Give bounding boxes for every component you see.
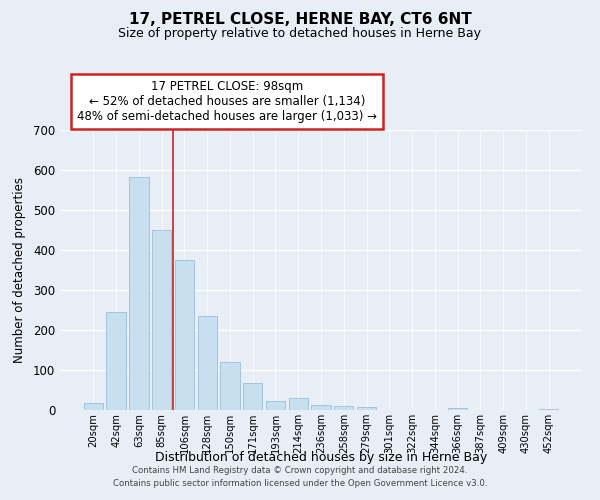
Bar <box>175 260 194 410</box>
Y-axis label: Number of detached properties: Number of detached properties <box>13 177 26 363</box>
Bar <box>197 316 217 410</box>
Bar <box>129 177 149 410</box>
Bar <box>106 312 126 410</box>
Bar <box>220 362 239 410</box>
Text: Distribution of detached houses by size in Herne Bay: Distribution of detached houses by size … <box>155 451 487 464</box>
Bar <box>448 408 467 410</box>
Bar <box>243 383 262 410</box>
Bar <box>334 406 353 410</box>
Bar <box>289 398 308 410</box>
Bar <box>311 405 331 410</box>
Bar <box>84 403 103 410</box>
Bar <box>152 230 172 410</box>
Text: 17 PETREL CLOSE: 98sqm
← 52% of detached houses are smaller (1,134)
48% of semi-: 17 PETREL CLOSE: 98sqm ← 52% of detached… <box>77 80 377 122</box>
Text: 17, PETREL CLOSE, HERNE BAY, CT6 6NT: 17, PETREL CLOSE, HERNE BAY, CT6 6NT <box>128 12 472 28</box>
Bar <box>539 409 558 410</box>
Bar <box>266 401 285 410</box>
Text: Contains HM Land Registry data © Crown copyright and database right 2024.
Contai: Contains HM Land Registry data © Crown c… <box>113 466 487 487</box>
Bar <box>357 407 376 410</box>
Text: Size of property relative to detached houses in Herne Bay: Size of property relative to detached ho… <box>119 28 482 40</box>
